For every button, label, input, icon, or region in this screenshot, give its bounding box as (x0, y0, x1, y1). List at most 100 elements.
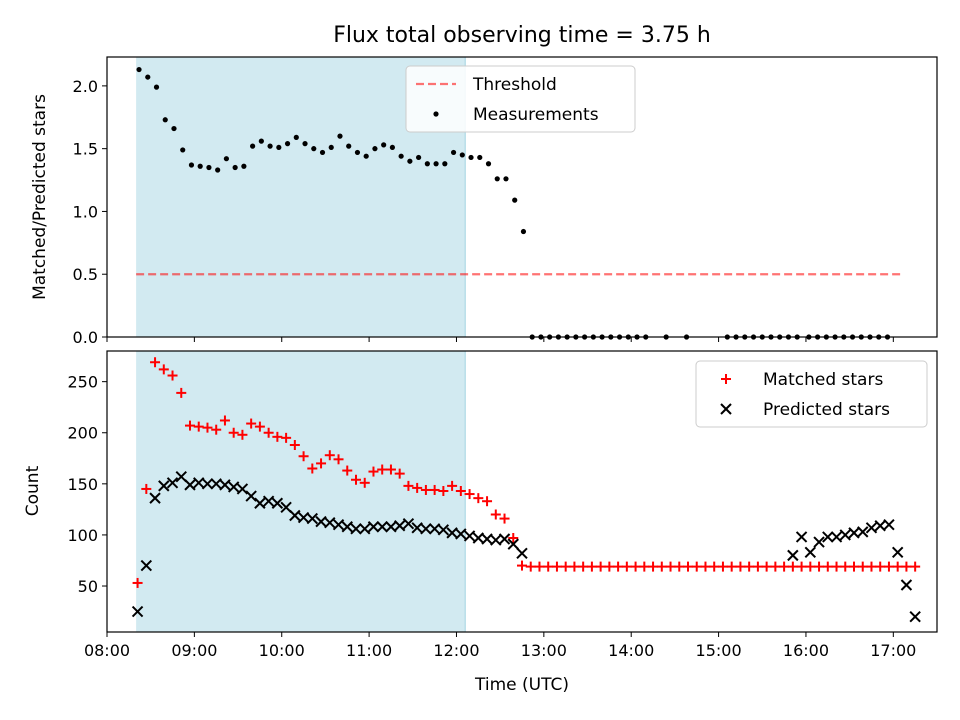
data-point (910, 561, 921, 572)
legend-label: Measurements (473, 105, 599, 125)
observing-window-shade (136, 351, 466, 632)
data-point (485, 161, 492, 167)
data-point (158, 364, 169, 375)
data-point (900, 579, 913, 591)
data-point (424, 161, 430, 167)
data-point (412, 482, 423, 493)
data-point (206, 164, 212, 171)
data-point (865, 522, 878, 534)
data-point (407, 158, 413, 164)
data-point (468, 154, 474, 161)
data-point (272, 431, 283, 442)
data-point (158, 480, 170, 492)
data-point (302, 141, 308, 147)
data-point (319, 149, 326, 156)
data-point (674, 561, 685, 572)
data-point (215, 167, 221, 173)
data-point (420, 484, 431, 495)
data-point (621, 561, 632, 572)
data-point (709, 561, 720, 572)
data-point (569, 561, 580, 572)
data-point (525, 561, 536, 572)
y-tick-label: 0.5 (73, 265, 98, 284)
data-point (402, 517, 415, 530)
y-tick-label: 2.0 (73, 77, 98, 96)
data-point (162, 117, 168, 123)
data-point (367, 521, 380, 533)
data-point (849, 561, 859, 572)
data-point (324, 450, 335, 461)
data-point (150, 357, 161, 368)
x-tick-label: 12:00 (433, 641, 479, 660)
data-point (455, 528, 467, 540)
ratio-y-axis-label: Matched/Predicted stars (30, 94, 50, 300)
data-point (822, 531, 834, 543)
data-point (517, 560, 527, 571)
y-tick-label: 100 (67, 526, 98, 545)
ratio-panel: 0.0 0.5 1.0 1.5 2.0 Threshold Measurements (73, 56, 938, 347)
data-point (770, 561, 781, 572)
data-point (258, 138, 264, 144)
data-point (377, 464, 388, 475)
data-point (839, 529, 851, 541)
data-point (437, 524, 450, 536)
legend-label: Predicted stars (763, 400, 890, 420)
data-point (498, 533, 511, 545)
data-point (560, 561, 571, 572)
data-point (595, 561, 606, 572)
data-point (892, 561, 903, 572)
data-point (508, 532, 519, 543)
data-point (145, 74, 151, 80)
data-point (140, 559, 153, 572)
data-point (473, 493, 484, 504)
x-tick-label: 10:00 (259, 641, 305, 660)
data-point (420, 523, 432, 535)
data-point (822, 561, 833, 572)
data-point (276, 144, 282, 151)
data-point (883, 519, 895, 531)
legend-item: Predicted stars (720, 400, 890, 420)
data-point (202, 422, 213, 433)
data-point (351, 474, 361, 485)
data-point (494, 176, 500, 182)
data-point (586, 561, 597, 572)
data-point (180, 147, 186, 153)
x-tick-label: 14:00 (608, 641, 654, 660)
data-point (648, 561, 659, 572)
data-point (744, 561, 755, 572)
data-point (551, 561, 562, 572)
data-point (503, 176, 509, 182)
data-point (403, 480, 414, 491)
data-point (223, 156, 230, 162)
data-point (141, 483, 152, 494)
legend-item: Threshold (416, 75, 557, 95)
data-point (455, 485, 466, 496)
data-point (262, 495, 275, 507)
y-tick-label: 50 (78, 577, 98, 596)
data-point (875, 561, 886, 572)
x-axis-label: Time (UTC) (474, 675, 569, 695)
series-matched-stars (132, 357, 921, 588)
data-point (307, 463, 318, 474)
x-tick-label: 15:00 (696, 641, 742, 660)
count-panel: 50 100 150 200 250 08:00 09:00 10:00 11:00 12:00 1… (67, 350, 938, 660)
data-point (237, 429, 248, 440)
data-point (447, 480, 458, 491)
data-point (324, 516, 336, 529)
data-point (901, 561, 912, 572)
data-point (830, 531, 843, 543)
data-point (372, 146, 378, 152)
data-point (883, 561, 894, 572)
data-point (193, 421, 204, 432)
data-point (429, 484, 440, 495)
x-tick-label: 09:00 (171, 641, 217, 660)
data-point (639, 561, 650, 572)
data-point (520, 228, 527, 235)
data-point (578, 561, 589, 572)
data-point (267, 143, 273, 149)
data-point (416, 154, 422, 161)
data-point (346, 143, 352, 149)
data-point (459, 152, 465, 158)
data-point (316, 458, 327, 469)
